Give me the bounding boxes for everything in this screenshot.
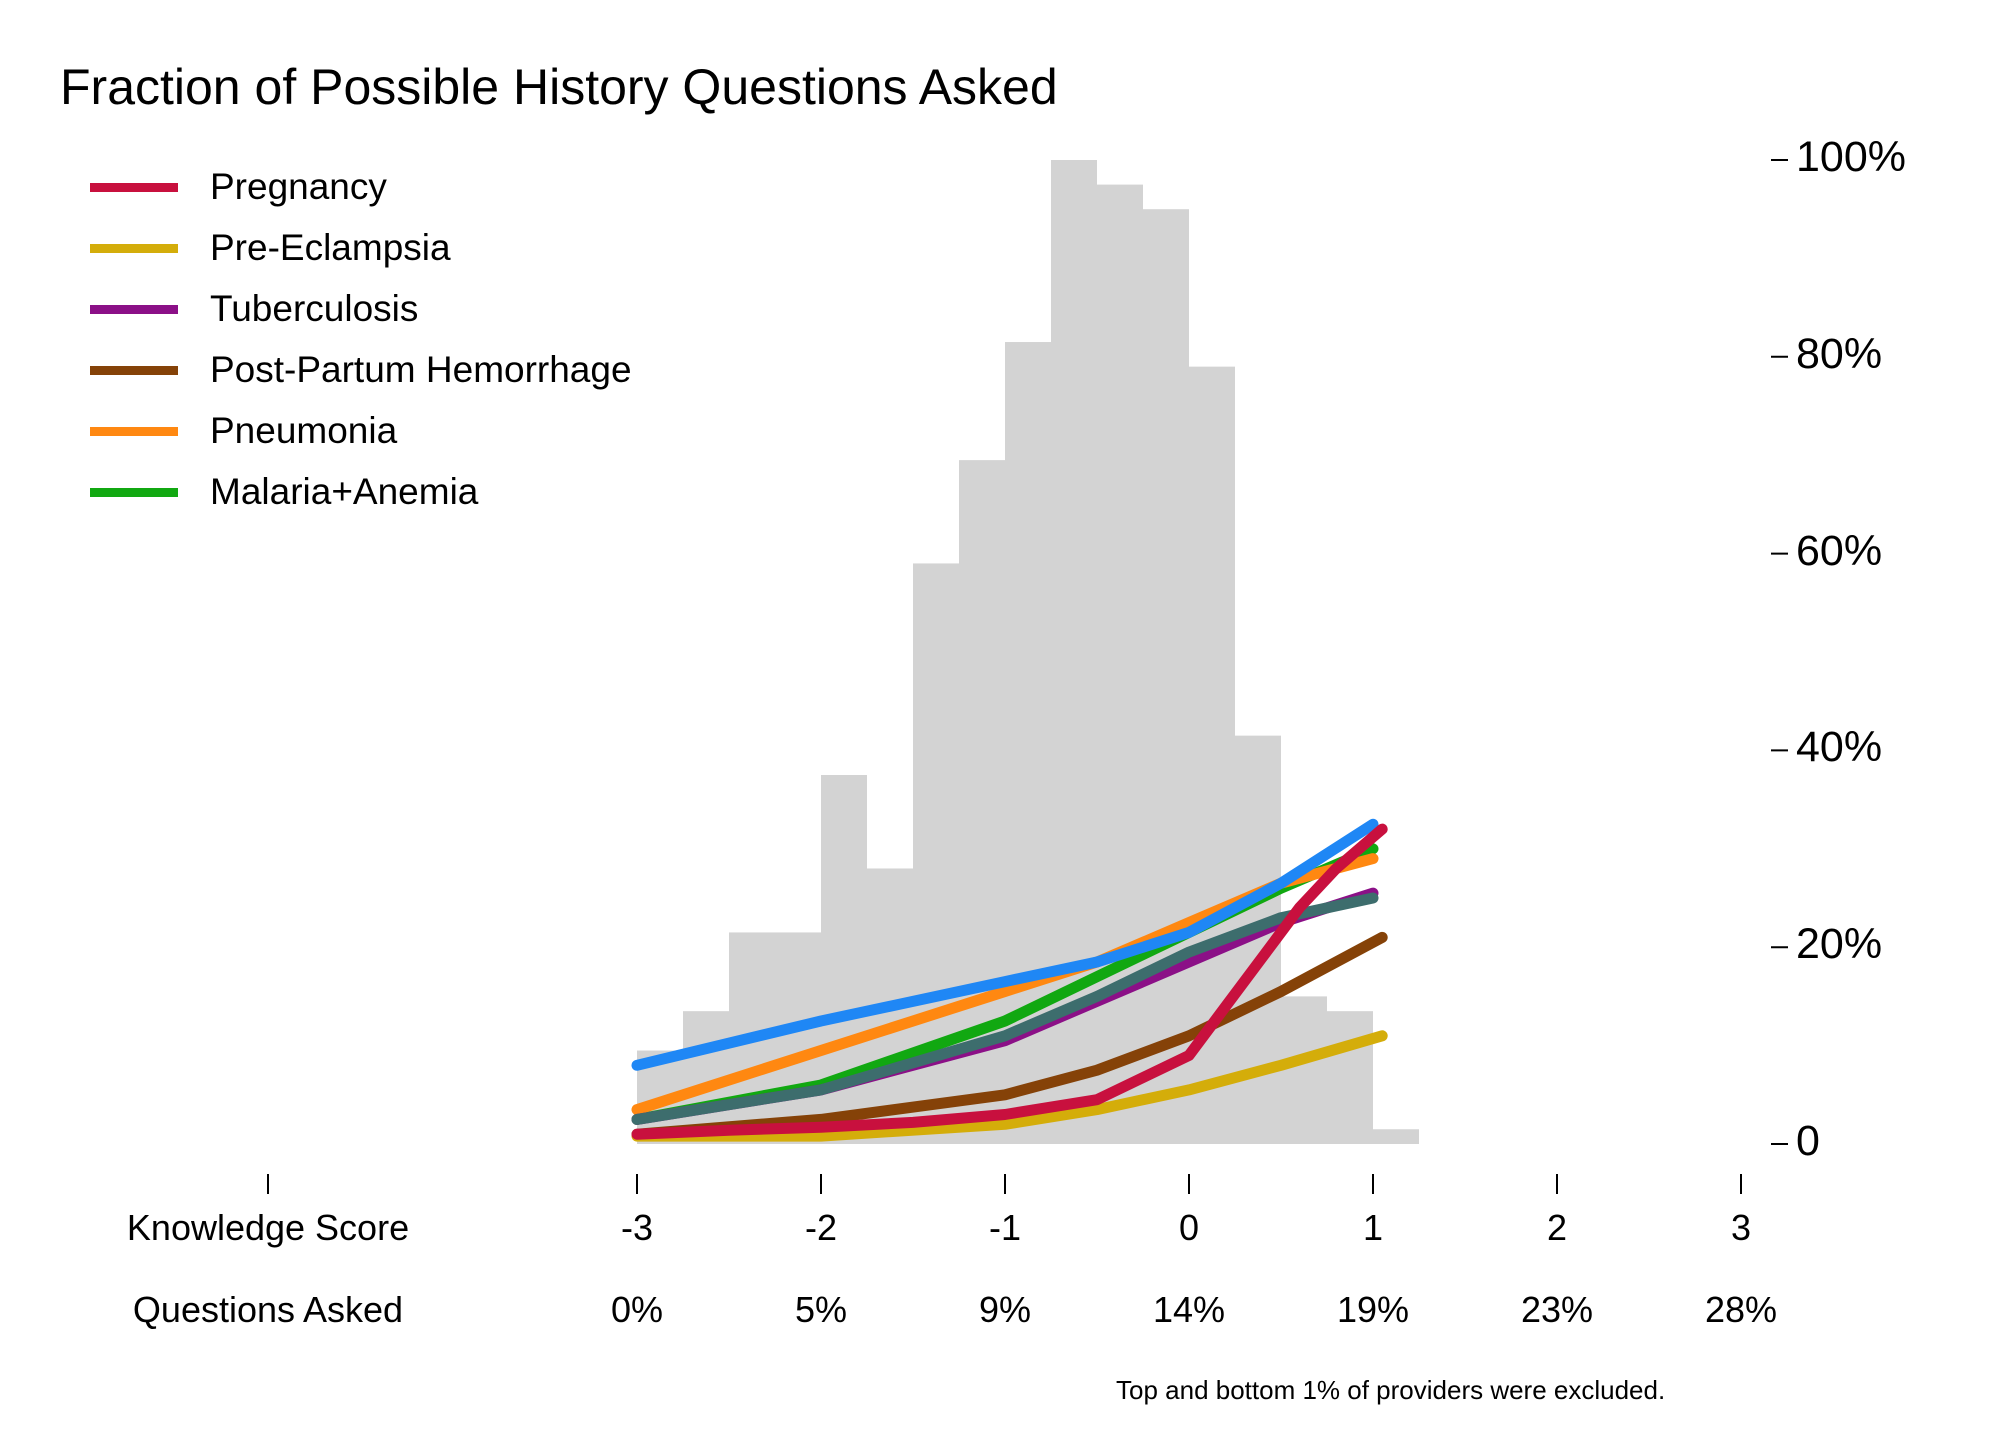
- legend-swatch: [90, 183, 178, 192]
- legend-label: Post-Partum Hemorrhage: [210, 349, 632, 390]
- series-7-line: [631, 892, 1379, 1125]
- pre-eclampsia-line: [631, 1030, 1388, 1142]
- x-tick-label: 14%: [1152, 1289, 1226, 1330]
- legend-label: Tuberculosis: [210, 288, 419, 329]
- x-tick-label: 23%: [1520, 1289, 1594, 1330]
- y-tick-label: 20%: [1796, 920, 1883, 969]
- legend-label: Pre-Eclampsia: [210, 227, 451, 268]
- legend-swatch: [90, 488, 178, 497]
- x-tick-label: 5%: [794, 1289, 848, 1330]
- legend-swatch: [90, 305, 178, 314]
- post-partum-hemorrhage-line: [631, 931, 1388, 1140]
- x-tick-label: 28%: [1704, 1289, 1778, 1330]
- y-tick-label: 80%: [1796, 329, 1883, 378]
- histogram-bar: [1281, 996, 1327, 1144]
- legend-label: Pneumonia: [210, 410, 398, 451]
- footnote: Top and bottom 1% of providers were excl…: [1116, 1375, 1666, 1405]
- histogram-bar: [1373, 1129, 1419, 1144]
- x-tick-label: 9%: [978, 1289, 1032, 1330]
- y-tick-label: 40%: [1796, 723, 1883, 772]
- chart-title: Fraction of Possible History Questions A…: [60, 59, 1058, 115]
- legend-swatch: [90, 244, 178, 253]
- x-tick-label: -2: [804, 1207, 838, 1248]
- legend-swatch: [90, 366, 178, 375]
- x-tick-label: 1: [1362, 1207, 1384, 1248]
- histogram-bar: [1327, 1011, 1373, 1144]
- legend-label: Malaria+Anemia: [210, 471, 479, 512]
- y-tick-label: 100%: [1796, 133, 1906, 181]
- y-tick-label: 60%: [1796, 526, 1883, 575]
- pregnancy-line: [631, 823, 1388, 1140]
- x-tick-label: -3: [620, 1207, 654, 1248]
- series-6-line: [631, 818, 1379, 1071]
- x-axis-row-label: Knowledge Score: [126, 1207, 410, 1248]
- histogram-bar: [1143, 209, 1189, 1144]
- y-tick-label: 0: [1796, 1117, 1820, 1165]
- legend-label: Pregnancy: [210, 166, 387, 207]
- x-tick-label: 0%: [610, 1289, 664, 1330]
- legend-swatch: [90, 427, 178, 436]
- x-tick-label: 0: [1178, 1207, 1200, 1248]
- x-tick-label: 2: [1546, 1207, 1568, 1248]
- x-tick-label: -1: [988, 1207, 1022, 1248]
- x-axis-row-label: Questions Asked: [132, 1289, 404, 1330]
- x-tick-label: 19%: [1336, 1289, 1410, 1330]
- x-tick-label: 3: [1730, 1207, 1752, 1248]
